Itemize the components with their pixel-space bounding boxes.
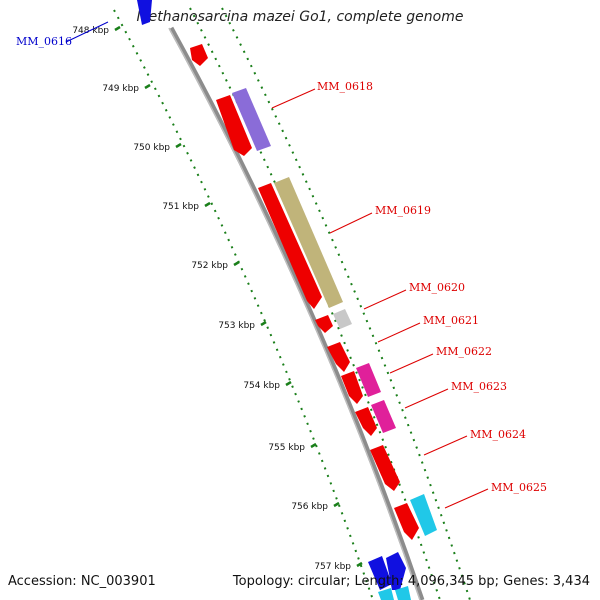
scale-tick — [175, 142, 182, 149]
genome-summary-text: Topology: circular; Length: 4,096,345 bp… — [232, 574, 590, 589]
gene-label-mm0616[interactable]: MM_0616 — [16, 35, 72, 48]
scale-tick — [356, 561, 363, 568]
label-leaders — [65, 21, 489, 509]
gene-labels: MM_0616 MM_0618 MM_0619 MM_0620 MM_0621 … — [16, 35, 547, 494]
scale-tick — [285, 380, 292, 387]
gene-feature[interactable] — [378, 588, 394, 600]
genes — [137, 0, 437, 600]
gene-feature[interactable] — [333, 309, 352, 329]
map-title: Methanosarcina mazei Go1, complete genom… — [136, 9, 464, 25]
genome-backbone-highlight — [168, 27, 421, 600]
gene-label-mm0625[interactable]: MM_0625 — [491, 481, 547, 494]
inner-dotted-arc-right — [221, 7, 471, 600]
gene-feature[interactable] — [370, 445, 400, 491]
scale-tick — [204, 201, 211, 208]
gene-feature[interactable] — [232, 88, 271, 151]
scale-tick-label: 748 kbp — [72, 26, 109, 36]
gene-feature[interactable] — [395, 586, 411, 600]
scale-tick — [233, 260, 240, 267]
scale-tick — [114, 25, 121, 32]
scale-tick-label: 750 kbp — [133, 143, 170, 153]
gene-label-mm0620[interactable]: MM_0620 — [409, 281, 465, 294]
gene-feature[interactable] — [386, 552, 406, 590]
gene-label-mm0622[interactable]: MM_0622 — [436, 345, 492, 358]
scale-ticks: 748 kbp 749 kbp 750 kbp 751 kbp 752 kbp 753 k… — [72, 25, 363, 572]
accession-text: Accession: NC_003901 — [8, 574, 156, 589]
scale-tick-label: 756 kbp — [291, 502, 328, 512]
gene-feature[interactable] — [137, 0, 152, 25]
gene-label-mm0619[interactable]: MM_0619 — [375, 204, 431, 217]
gene-feature[interactable] — [368, 556, 392, 590]
gene-feature[interactable] — [190, 44, 208, 66]
scale-tick-label: 755 kbp — [268, 443, 305, 453]
scale-tick — [333, 501, 340, 508]
gene-feature[interactable] — [355, 407, 377, 436]
scale-tick-label: 752 kbp — [191, 261, 228, 271]
gene-label-mm0623[interactable]: MM_0623 — [451, 380, 507, 393]
gene-label-mm0624[interactable]: MM_0624 — [470, 428, 526, 441]
scale-tick — [144, 83, 151, 90]
gene-feature[interactable] — [258, 183, 322, 309]
gene-feature[interactable] — [274, 177, 343, 308]
scale-tick — [310, 442, 317, 449]
gene-feature[interactable] — [394, 503, 419, 540]
gene-feature[interactable] — [315, 315, 333, 333]
scale-tick-label: 749 kbp — [102, 84, 139, 94]
gene-feature[interactable] — [356, 363, 381, 397]
scale-tick-label: 753 kbp — [218, 321, 255, 331]
genome-backbone — [168, 26, 425, 600]
scale-tick — [260, 320, 267, 327]
gene-feature[interactable] — [341, 371, 363, 404]
scale-tick-label: 754 kbp — [243, 381, 280, 391]
gene-feature[interactable] — [371, 400, 396, 433]
scale-tick-label: 751 kbp — [162, 202, 199, 212]
scale-tick-label: 757 kbp — [314, 562, 351, 572]
gene-label-mm0618[interactable]: MM_0618 — [317, 80, 373, 93]
gene-feature[interactable] — [216, 95, 252, 156]
gene-feature[interactable] — [410, 494, 437, 536]
gene-label-mm0621[interactable]: MM_0621 — [423, 314, 479, 327]
gene-feature[interactable] — [327, 342, 350, 372]
